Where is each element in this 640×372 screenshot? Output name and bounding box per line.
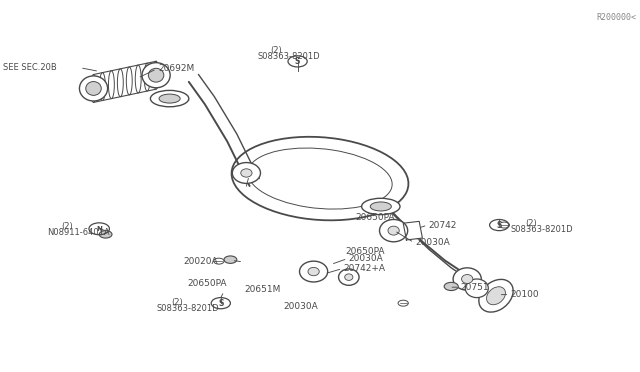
Text: S: S: [218, 299, 223, 308]
Text: S08363-8201D: S08363-8201D: [511, 225, 573, 234]
Circle shape: [224, 256, 237, 263]
Text: 20742+A: 20742+A: [344, 264, 386, 273]
Text: 20100: 20100: [511, 290, 540, 299]
Ellipse shape: [461, 275, 473, 283]
Text: (2): (2): [61, 222, 72, 231]
Text: R200000<: R200000<: [596, 13, 637, 22]
Text: S: S: [497, 221, 502, 230]
Text: (2): (2): [270, 46, 282, 55]
Text: 20751: 20751: [461, 283, 490, 292]
Ellipse shape: [91, 74, 97, 102]
Text: 20650PA: 20650PA: [355, 213, 395, 222]
Polygon shape: [403, 221, 422, 240]
Text: N08911-6401A: N08911-6401A: [47, 228, 110, 237]
Text: S08363-8201D: S08363-8201D: [257, 52, 320, 61]
Ellipse shape: [142, 62, 170, 88]
Circle shape: [99, 231, 112, 238]
Ellipse shape: [232, 163, 260, 183]
Text: 20692M: 20692M: [158, 64, 195, 73]
Text: (2): (2): [525, 219, 536, 228]
Text: SEE SEC.20B: SEE SEC.20B: [3, 63, 57, 72]
Ellipse shape: [99, 73, 106, 100]
Circle shape: [398, 300, 408, 306]
Ellipse shape: [108, 71, 115, 99]
Ellipse shape: [479, 279, 513, 312]
Ellipse shape: [453, 268, 481, 290]
Ellipse shape: [232, 137, 408, 220]
Text: 20742: 20742: [429, 221, 457, 230]
Ellipse shape: [144, 63, 150, 91]
Ellipse shape: [380, 219, 408, 242]
Ellipse shape: [308, 267, 319, 276]
Ellipse shape: [241, 169, 252, 177]
Text: S: S: [295, 57, 300, 66]
Ellipse shape: [150, 90, 189, 107]
Ellipse shape: [159, 94, 180, 103]
Ellipse shape: [126, 67, 132, 95]
Text: 20650PA: 20650PA: [187, 279, 227, 288]
Ellipse shape: [370, 202, 391, 211]
Ellipse shape: [117, 69, 124, 97]
Text: S08363-8201D: S08363-8201D: [157, 304, 220, 313]
Text: N: N: [96, 226, 102, 232]
Ellipse shape: [486, 287, 506, 305]
Ellipse shape: [345, 274, 353, 280]
Text: 20030A: 20030A: [415, 238, 450, 247]
Circle shape: [499, 222, 509, 228]
Ellipse shape: [465, 279, 488, 298]
Text: (2): (2): [172, 298, 183, 307]
Ellipse shape: [388, 226, 399, 235]
Ellipse shape: [362, 198, 400, 215]
Text: 20020A: 20020A: [183, 257, 218, 266]
Circle shape: [444, 282, 458, 291]
Text: 20030A: 20030A: [349, 254, 383, 263]
Ellipse shape: [300, 261, 328, 282]
Ellipse shape: [148, 68, 164, 82]
Text: 20651M: 20651M: [244, 285, 281, 294]
Ellipse shape: [86, 81, 101, 95]
Ellipse shape: [339, 269, 359, 285]
Ellipse shape: [153, 61, 159, 89]
Ellipse shape: [135, 65, 141, 93]
Circle shape: [214, 258, 224, 264]
Text: 20030A: 20030A: [283, 302, 317, 311]
Ellipse shape: [79, 76, 108, 101]
Text: 20650PA: 20650PA: [346, 247, 385, 256]
